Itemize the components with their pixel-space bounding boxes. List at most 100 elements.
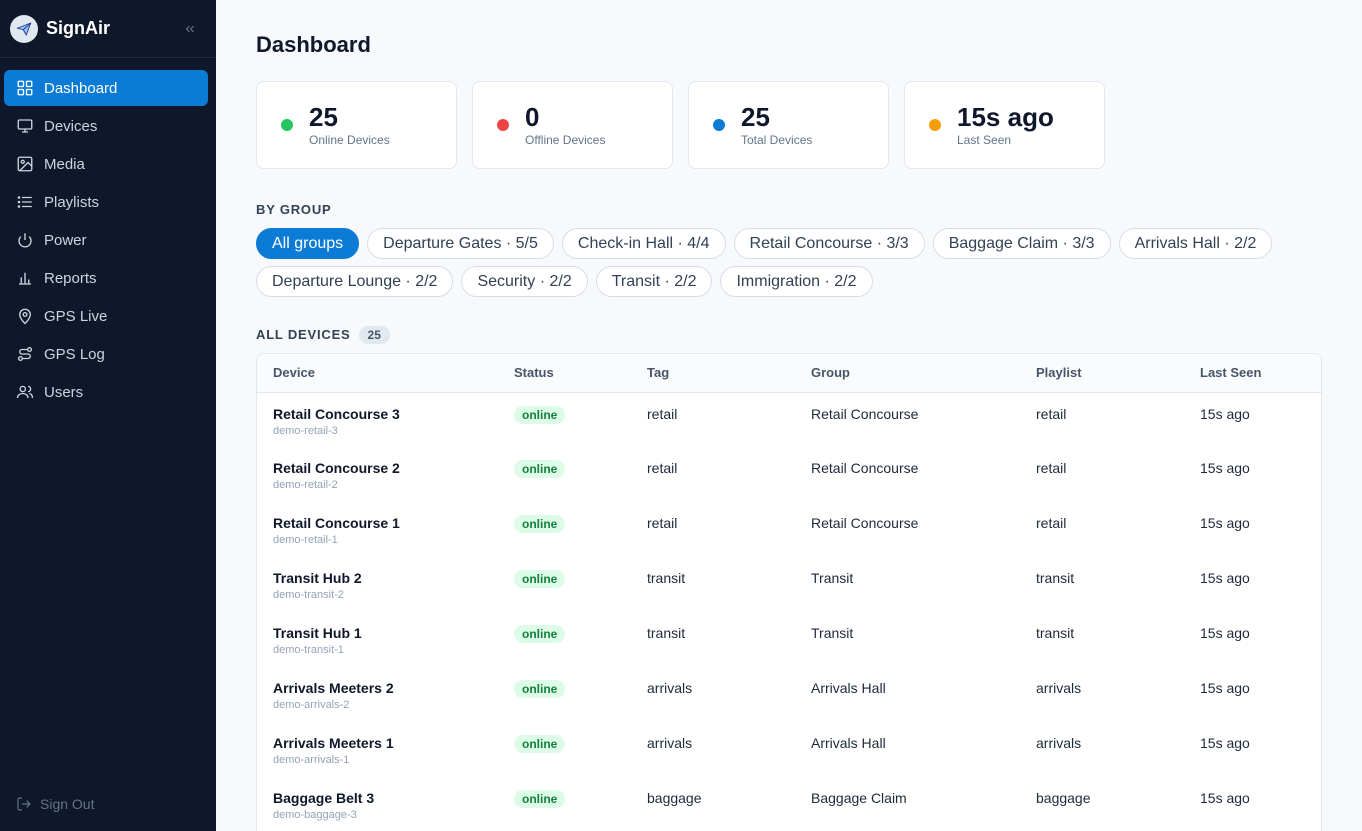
stat-card-offline: 0 Offline Devices [472, 81, 673, 169]
table-row[interactable]: Arrivals Meeters 1 demo-arrivals-1 online a… [257, 722, 1321, 777]
users-icon [16, 385, 34, 399]
group-chip-check-in-hall[interactable]: Check-in Hall · 4/4 [561, 228, 726, 259]
last-seen-cell: 15s ago [1200, 680, 1250, 696]
stat-label: Last Seen [957, 133, 1012, 147]
group-cell: Retail Concourse [811, 515, 919, 531]
device-name[interactable]: Arrivals Meeters 1 [273, 735, 394, 751]
image-icon [17, 156, 33, 172]
playlist-cell: transit [1036, 625, 1075, 641]
group-cell: Transit [811, 570, 854, 586]
last-seen-cell: 15s ago [1200, 735, 1250, 751]
device-name[interactable]: Transit Hub 1 [273, 625, 362, 641]
column-header-status[interactable]: Status [498, 354, 631, 393]
device-id: demo-retail-2 [273, 479, 338, 491]
group-chip-immigration[interactable]: Immigration · 2/2 [720, 266, 873, 297]
stat-value: 25 [309, 102, 338, 132]
device-id: demo-retail-1 [273, 534, 338, 546]
sidebar-item-label: Dashboard [44, 79, 118, 97]
status-cell: online [498, 777, 631, 831]
group-chip-departure-lounge[interactable]: Departure Lounge · 2/2 [256, 266, 454, 297]
table-header-row: Device Status Tag Group Playlist Last Se… [257, 354, 1321, 393]
status-cell: online [498, 612, 631, 667]
group-chip-retail-concourse[interactable]: Retail Concourse · 3/3 [733, 228, 925, 259]
table-row[interactable]: Transit Hub 1 demo-transit-1 online transit… [257, 612, 1321, 667]
sidebar-item-power[interactable]: Power [4, 222, 208, 258]
device-id: demo-baggage-3 [273, 809, 357, 821]
status-badge: online [514, 515, 566, 533]
group-chip-arrivals-hall[interactable]: Arrivals Hall · 2/2 [1118, 228, 1273, 259]
sidebar-item-devices[interactable]: Devices [4, 108, 208, 144]
sidebar-item-gps-log[interactable]: GPS Log [4, 336, 208, 372]
sidebar-item-playlists[interactable]: Playlists [4, 184, 208, 220]
device-name[interactable]: Transit Hub 2 [273, 570, 362, 586]
status-cell: online [498, 667, 631, 722]
device-name[interactable]: Retail Concourse 2 [273, 460, 400, 476]
status-badge: online [514, 405, 566, 424]
sidebar-item-dashboard[interactable]: Dashboard [4, 70, 208, 106]
column-header-playlist[interactable]: Playlist [1020, 354, 1184, 393]
sidebar-item-gps-live[interactable]: GPS Live [4, 298, 208, 334]
column-header-last-seen[interactable]: Last Seen [1184, 354, 1321, 393]
group-cell: Baggage Claim [811, 790, 907, 806]
device-count-badge: 25 [358, 326, 390, 344]
device-name[interactable]: Baggage Belt 3 [273, 790, 375, 806]
tag-cell: retail [647, 460, 678, 476]
device-name[interactable]: Arrivals Meeters 2 [273, 680, 394, 696]
sign-out-button[interactable]: Sign Out [16, 796, 94, 812]
playlist-cell: arrivals [1036, 735, 1082, 751]
device-name[interactable]: Retail Concourse 1 [273, 515, 400, 531]
sidebar-nav: Dashboard Devices Media Playlists Power … [0, 58, 216, 410]
status-dot [929, 119, 941, 131]
column-header-tag[interactable]: Tag [631, 354, 795, 393]
last-seen-cell: 15s ago [1200, 515, 1250, 531]
devices-table: Device Status Tag Group Playlist Last Se… [256, 353, 1322, 831]
group-chip-security[interactable]: Security · 2/2 [461, 266, 588, 297]
collapse-sidebar-button[interactable] [180, 19, 200, 39]
stats-row: 25 Online Devices 0 Offline Devices 25 T… [256, 81, 1120, 169]
main-content: Dashboard 25 Online Devices 0 Offline De… [216, 0, 1362, 831]
device-cell: Retail Concourse 3 demo-retail-3 [257, 392, 498, 447]
group-chip-transit[interactable]: Transit · 2/2 [595, 266, 713, 297]
group-chip-baggage-claim[interactable]: Baggage Claim · 3/3 [932, 228, 1111, 259]
stat-value: 25 [741, 102, 770, 132]
status-cell: online [498, 722, 631, 777]
table-row[interactable]: Retail Concourse 2 demo-retail-2 online ret… [257, 447, 1321, 502]
table-row[interactable]: Transit Hub 2 demo-transit-2 online transit… [257, 557, 1321, 612]
tag-cell: baggage [647, 790, 702, 806]
group-chip-departure-gates[interactable]: Departure Gates · 5/5 [367, 228, 554, 259]
sidebar-item-reports[interactable]: Reports [4, 260, 208, 296]
sidebar-item-media[interactable]: Media [4, 146, 208, 182]
sidebar-item-users[interactable]: Users [4, 374, 208, 410]
sidebar-item-label: Media [44, 155, 85, 173]
device-name[interactable]: Retail Concourse 3 [273, 405, 400, 422]
table-row[interactable]: Retail Concourse 1 demo-retail-1 online ret… [257, 502, 1321, 557]
tag-cell: transit [647, 570, 686, 586]
device-cell: Retail Concourse 2 demo-retail-2 [257, 447, 498, 502]
playlist-cell: arrivals [1036, 680, 1082, 696]
table-row[interactable]: Baggage Belt 3 demo-baggage-3 online baggag… [257, 777, 1321, 831]
last-seen-cell: 15s ago [1200, 570, 1250, 586]
sign-out-label: Sign Out [40, 796, 95, 812]
device-cell: Retail Concourse 1 demo-retail-1 [257, 502, 498, 557]
group-filter-chips: All groups Departure Gates · 5/5 Check-i… [256, 228, 1316, 304]
column-header-device[interactable]: Device [257, 354, 498, 393]
tag-cell: transit [647, 625, 686, 641]
status-cell: online [498, 392, 631, 447]
sidebar-item-label: Reports [44, 269, 97, 287]
monitor-icon [17, 119, 33, 133]
device-id: demo-arrivals-2 [273, 699, 350, 711]
column-header-group[interactable]: Group [795, 354, 1020, 393]
sidebar-item-label: Power [44, 231, 87, 249]
sidebar-item-label: Devices [44, 117, 98, 135]
device-id: demo-transit-2 [273, 589, 344, 601]
group-cell: Retail Concourse [811, 405, 919, 422]
playlist-cell: baggage [1036, 790, 1091, 806]
playlist-cell: retail [1036, 460, 1067, 476]
group-chip-all[interactable]: All groups [256, 228, 360, 259]
table-row[interactable]: Arrivals Meeters 2 demo-arrivals-2 online a… [257, 667, 1321, 722]
map-pin-icon [19, 308, 31, 325]
table-row[interactable]: Retail Concourse 3 demo-retail-3 online ret… [257, 392, 1321, 447]
sidebar-item-label: GPS Log [44, 345, 105, 363]
route-icon [17, 346, 33, 362]
status-dot [281, 119, 293, 131]
